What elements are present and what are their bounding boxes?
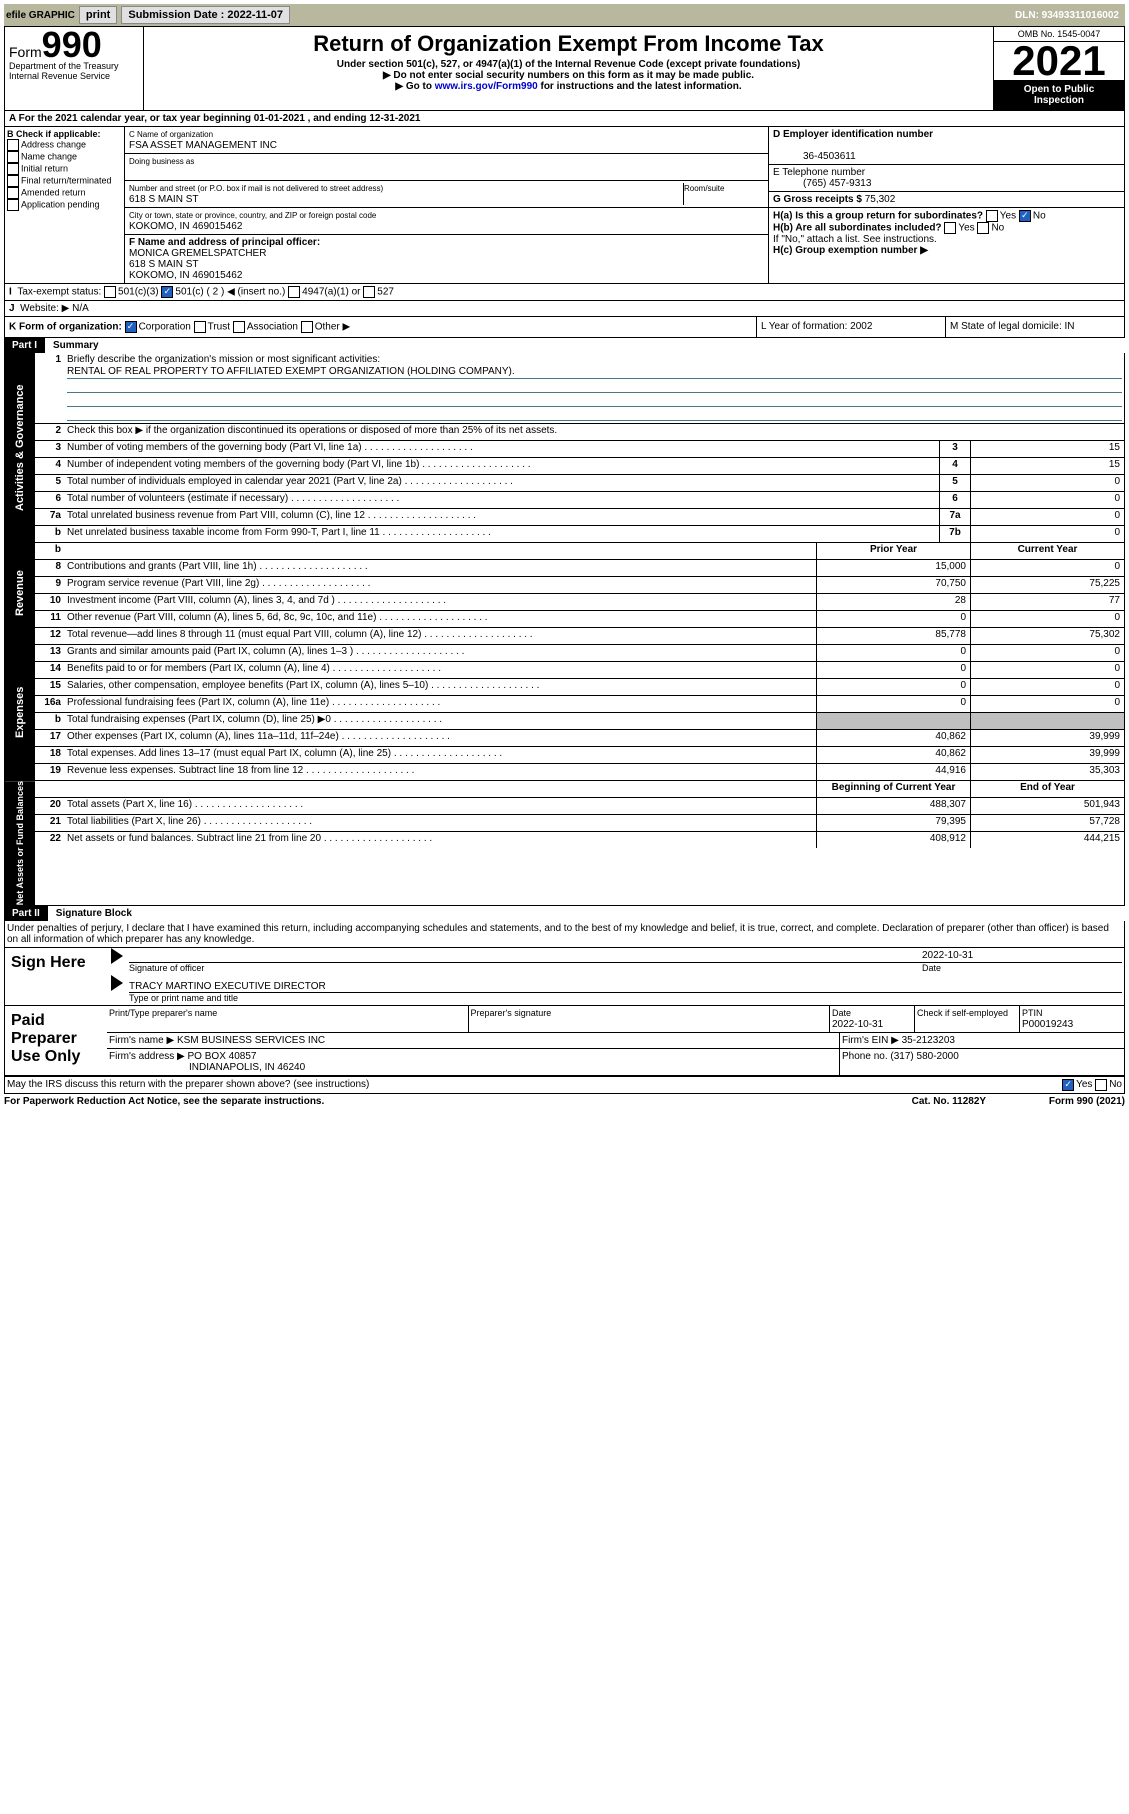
submission-date: Submission Date : 2022-11-07 (121, 6, 290, 24)
org-name: FSA ASSET MANAGEMENT INC (129, 140, 277, 151)
chk-initial[interactable] (7, 163, 19, 175)
form-title: Return of Organization Exempt From Incom… (146, 31, 991, 57)
part2-header: Part II Signature Block (4, 906, 1125, 921)
section-netassets: Net Assets or Fund Balances Beginning of… (4, 781, 1125, 906)
chk-address[interactable] (7, 139, 19, 151)
signature-block: Sign Here 2022-10-31 Signature of office… (4, 948, 1125, 1077)
side-activities: Activities & Governance (5, 353, 35, 542)
side-expenses: Expenses (5, 645, 35, 780)
org-city: KOKOMO, IN 469015462 (129, 221, 242, 232)
section-activities: Activities & Governance 1Briefly describ… (4, 353, 1125, 543)
firm-ein: 35-2123203 (902, 1035, 955, 1046)
firm-phone: (317) 580-2000 (890, 1051, 958, 1062)
arrow-icon (111, 975, 123, 991)
irs-link[interactable]: www.irs.gov/Form990 (435, 81, 538, 92)
officer-name: MONICA GREMELSPATCHER (129, 248, 266, 259)
ptin: P00019243 (1022, 1019, 1073, 1030)
org-street: 618 S MAIN ST (129, 194, 198, 205)
top-bar: efile GRAPHIC print Submission Date : 20… (4, 4, 1125, 26)
irs-label: Internal Revenue Service (9, 71, 139, 81)
chk-final[interactable] (7, 175, 19, 187)
chk-discuss-yes[interactable]: ✓ (1062, 1079, 1074, 1091)
discuss-row: May the IRS discuss this return with the… (4, 1077, 1125, 1094)
dept-label: Department of the Treasury (9, 61, 139, 71)
header-sub2: ▶ Do not enter social security numbers o… (146, 70, 991, 81)
section-revenue: Revenue bPrior YearCurrent Year 8Contrib… (4, 543, 1125, 645)
side-netassets: Net Assets or Fund Balances (5, 781, 35, 905)
chk-pending[interactable] (7, 199, 19, 211)
form-header: Form990 Department of the Treasury Inter… (4, 26, 1125, 111)
chk-corp[interactable]: ✓ (125, 321, 137, 333)
chk-name[interactable] (7, 151, 19, 163)
row-i-j: I Tax-exempt status: 501(c)(3) ✓501(c) (… (4, 284, 1125, 317)
print-button[interactable]: print (79, 6, 117, 24)
state-domicile: M State of legal domicile: IN (945, 317, 1124, 337)
col-c-org-info: C Name of organizationFSA ASSET MANAGEME… (125, 127, 768, 283)
signer-name: TRACY MARTINO EXECUTIVE DIRECTOR (129, 973, 1122, 993)
form-label: Form (9, 44, 42, 60)
row-k: K Form of organization: ✓Corporation Tru… (4, 317, 1125, 338)
declaration: Under penalties of perjury, I declare th… (4, 921, 1125, 948)
chk-501c[interactable]: ✓ (161, 286, 173, 298)
chk-group-no[interactable]: ✓ (1019, 210, 1031, 222)
form-number: 990 (42, 24, 102, 65)
ein: 36-4503611 (773, 151, 856, 162)
gross-receipts: 75,302 (865, 194, 896, 205)
website: N/A (72, 303, 89, 314)
side-revenue: Revenue (5, 543, 35, 644)
dln: DLN: 93493311016002 (1011, 8, 1123, 23)
tax-year: 2021 (994, 42, 1124, 80)
mission-text: RENTAL OF REAL PROPERTY TO AFFILIATED EX… (67, 366, 1122, 379)
row-a-tax-year: A For the 2021 calendar year, or tax yea… (4, 111, 1125, 127)
header-grid: B Check if applicable: Address change Na… (4, 127, 1125, 284)
firm-name: KSM BUSINESS SERVICES INC (177, 1035, 325, 1046)
chk-discuss-no[interactable] (1095, 1079, 1107, 1091)
efile-label: efile GRAPHIC (6, 10, 75, 21)
header-sub1: Under section 501(c), 527, or 4947(a)(1)… (146, 59, 991, 70)
open-to-public: Open to Public Inspection (994, 80, 1124, 110)
chk-amended[interactable] (7, 187, 19, 199)
telephone: (765) 457-9313 (773, 178, 871, 189)
arrow-icon (111, 948, 123, 964)
section-expenses: Expenses 13Grants and similar amounts pa… (4, 645, 1125, 781)
col-d-right: D Employer identification number36-45036… (768, 127, 1124, 283)
part1-header: Part I Summary (4, 338, 1125, 353)
year-formation: L Year of formation: 2002 (756, 317, 945, 337)
col-b-checkboxes: B Check if applicable: Address change Na… (5, 127, 125, 283)
page-footer: For Paperwork Reduction Act Notice, see … (4, 1094, 1125, 1109)
